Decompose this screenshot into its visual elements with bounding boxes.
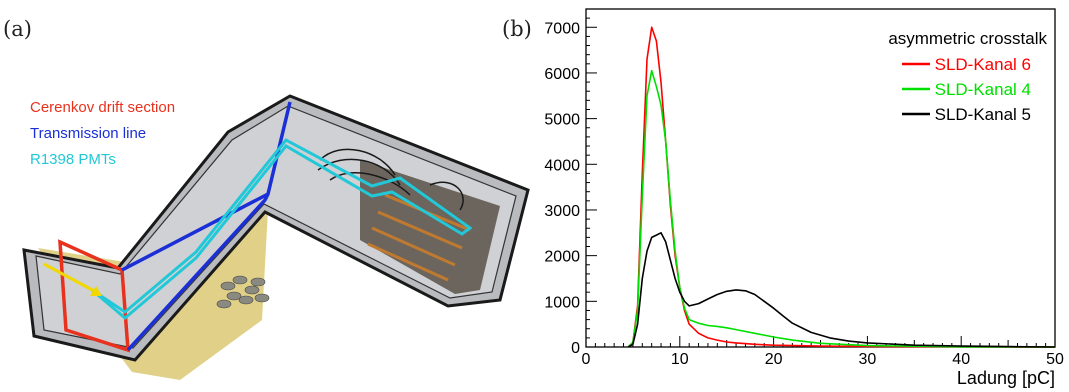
x-tick-label: 40 bbox=[952, 351, 970, 368]
axis-ticks bbox=[585, 8, 1056, 348]
axis-tick-labels: 0 10 20 30 40 50 0 1000 2000 3000 4000 5000 6000 7000 bbox=[544, 20, 1064, 368]
x-tick-label: 0 bbox=[582, 351, 591, 368]
panel-b-label: (b) bbox=[502, 17, 532, 41]
panel-a: (a) bbox=[3, 17, 530, 380]
legend-label-2: SLD-Kanal 4 bbox=[935, 80, 1031, 99]
chart: 0 10 20 30 40 50 0 1000 2000 3000 4000 5000 6000 7000… bbox=[544, 8, 1064, 388]
beam-arrow bbox=[43, 262, 102, 296]
legend-cerenkov-drift-section: Cerenkov drift section bbox=[30, 99, 175, 116]
x-tick-label: 50 bbox=[1046, 351, 1064, 368]
pmt-cables bbox=[317, 148, 464, 211]
y-tick-label: 6000 bbox=[544, 66, 580, 83]
legend-label-3: SLD-Kanal 5 bbox=[935, 105, 1031, 124]
panel-a-label: (a) bbox=[3, 17, 32, 41]
x-tick-label: 30 bbox=[859, 351, 877, 368]
series-line-2 bbox=[627, 69, 1056, 348]
panel-b: (b) 0 10 20 30 40 50 0 1000 2000 3000 4000 5000 6000… bbox=[502, 8, 1064, 388]
legend-entries: SLD-Kanal 6 SLD-Kanal 4 SLD-Kanal 5 bbox=[902, 55, 1031, 124]
y-tick-label: 4000 bbox=[544, 157, 580, 174]
series-line-1 bbox=[627, 26, 1056, 348]
legend-transmission-line: Transmission line bbox=[30, 125, 146, 142]
legend-label-1: SLD-Kanal 6 bbox=[935, 55, 1031, 74]
x-tick-label: 10 bbox=[671, 351, 689, 368]
photo-legend: Cerenkov drift section Transmission line… bbox=[30, 99, 175, 168]
y-tick-label: 1000 bbox=[544, 294, 580, 311]
y-tick-label: 3000 bbox=[544, 203, 580, 220]
y-tick-label: 2000 bbox=[544, 249, 580, 266]
detector-photo bbox=[22, 94, 530, 380]
loose-screws bbox=[216, 275, 270, 309]
chart-legend: asymmetric crosstalk SLD-Kanal 6SLD-Kana… bbox=[888, 29, 1047, 124]
series-lines bbox=[627, 26, 1056, 348]
y-tick-label: 5000 bbox=[544, 112, 580, 129]
legend-title: asymmetric crosstalk bbox=[888, 29, 1047, 48]
y-tick-label: 7000 bbox=[544, 20, 580, 37]
pmt-outline bbox=[91, 138, 473, 320]
y-tick-label: 0 bbox=[571, 340, 580, 357]
legend-r1398-pmts: R1398 PMTs bbox=[30, 151, 116, 168]
x-tick-label: 20 bbox=[765, 351, 783, 368]
series-line-3 bbox=[627, 232, 1056, 348]
x-axis-title: Ladung [pC] bbox=[957, 368, 1055, 388]
